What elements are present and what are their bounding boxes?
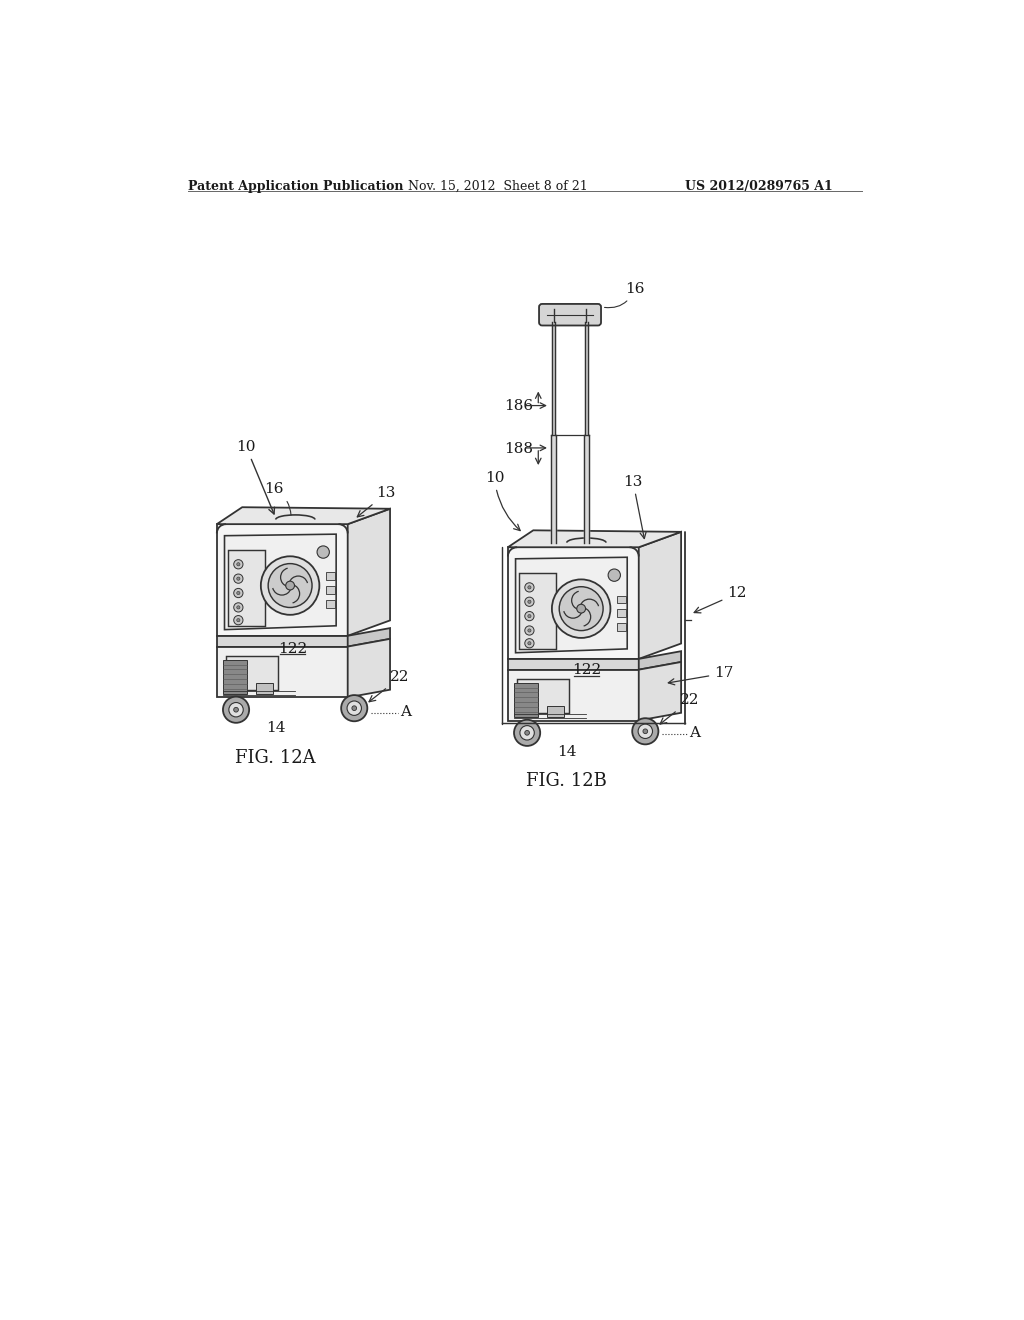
Polygon shape <box>508 531 681 548</box>
Bar <box>616 610 626 618</box>
Text: FIG. 12A: FIG. 12A <box>236 748 316 767</box>
Circle shape <box>237 619 240 622</box>
Bar <box>514 682 538 717</box>
Text: US 2012/0289765 A1: US 2012/0289765 A1 <box>685 180 833 193</box>
Bar <box>223 660 247 693</box>
Bar <box>326 586 335 594</box>
Circle shape <box>520 726 535 741</box>
Text: 17: 17 <box>669 667 733 685</box>
Circle shape <box>233 603 243 612</box>
Circle shape <box>347 701 361 715</box>
Circle shape <box>524 730 529 735</box>
Polygon shape <box>348 508 390 636</box>
Text: 14: 14 <box>266 721 286 735</box>
Text: 122: 122 <box>571 664 601 677</box>
Polygon shape <box>227 550 264 626</box>
Text: FIG. 12B: FIG. 12B <box>526 772 607 789</box>
Circle shape <box>223 697 249 723</box>
Circle shape <box>638 725 652 738</box>
Circle shape <box>525 611 535 620</box>
Polygon shape <box>348 628 390 647</box>
Circle shape <box>352 706 356 710</box>
Bar <box>616 595 626 603</box>
Circle shape <box>525 582 535 591</box>
Polygon shape <box>508 548 639 659</box>
Text: 22: 22 <box>369 671 410 702</box>
Circle shape <box>233 615 243 624</box>
Circle shape <box>268 564 312 607</box>
Circle shape <box>525 626 535 635</box>
Bar <box>256 682 273 693</box>
Circle shape <box>527 586 531 589</box>
Text: 12: 12 <box>694 586 746 612</box>
Bar <box>547 706 564 717</box>
Circle shape <box>525 639 535 648</box>
Circle shape <box>261 556 319 615</box>
Circle shape <box>317 546 330 558</box>
Circle shape <box>286 581 295 590</box>
Text: Patent Application Publication: Patent Application Publication <box>188 180 403 193</box>
Text: 16: 16 <box>264 482 291 515</box>
Circle shape <box>233 589 243 598</box>
Bar <box>326 601 335 609</box>
Circle shape <box>233 708 239 711</box>
Polygon shape <box>639 663 681 721</box>
Text: 22: 22 <box>660 693 699 725</box>
Text: Nov. 15, 2012  Sheet 8 of 21: Nov. 15, 2012 Sheet 8 of 21 <box>408 180 588 193</box>
Text: 16: 16 <box>604 282 644 308</box>
Polygon shape <box>518 573 556 649</box>
Text: 10: 10 <box>484 471 520 531</box>
Text: A: A <box>399 705 411 719</box>
Bar <box>508 659 639 669</box>
Circle shape <box>237 577 240 581</box>
Polygon shape <box>217 507 390 524</box>
Circle shape <box>552 579 610 638</box>
Text: A: A <box>689 726 700 741</box>
Text: 13: 13 <box>357 486 396 517</box>
Circle shape <box>559 586 603 631</box>
Polygon shape <box>224 535 336 630</box>
Text: 122: 122 <box>279 642 307 656</box>
Polygon shape <box>217 647 348 697</box>
Circle shape <box>608 569 621 581</box>
Circle shape <box>233 560 243 569</box>
Polygon shape <box>217 524 348 636</box>
Polygon shape <box>508 669 639 721</box>
Circle shape <box>527 601 531 603</box>
Circle shape <box>527 615 531 618</box>
Circle shape <box>514 719 541 746</box>
Circle shape <box>228 702 244 717</box>
Circle shape <box>237 591 240 594</box>
Circle shape <box>577 605 586 612</box>
Circle shape <box>341 696 368 721</box>
Text: 188: 188 <box>504 442 532 455</box>
Text: 10: 10 <box>237 440 274 513</box>
Polygon shape <box>515 557 628 653</box>
Bar <box>217 636 348 647</box>
Circle shape <box>525 597 535 606</box>
Polygon shape <box>639 532 681 659</box>
Text: 186: 186 <box>504 399 532 413</box>
Circle shape <box>527 628 531 632</box>
Circle shape <box>237 562 240 566</box>
Polygon shape <box>348 639 390 697</box>
Circle shape <box>237 606 240 609</box>
Bar <box>226 656 279 689</box>
Text: 13: 13 <box>624 475 646 539</box>
Text: 14: 14 <box>557 744 577 759</box>
Circle shape <box>233 574 243 583</box>
Polygon shape <box>639 651 681 669</box>
Bar <box>326 573 335 581</box>
Circle shape <box>643 729 647 734</box>
Bar <box>517 678 569 713</box>
Circle shape <box>632 718 658 744</box>
FancyBboxPatch shape <box>539 304 601 326</box>
Bar <box>616 623 626 631</box>
Circle shape <box>527 642 531 645</box>
